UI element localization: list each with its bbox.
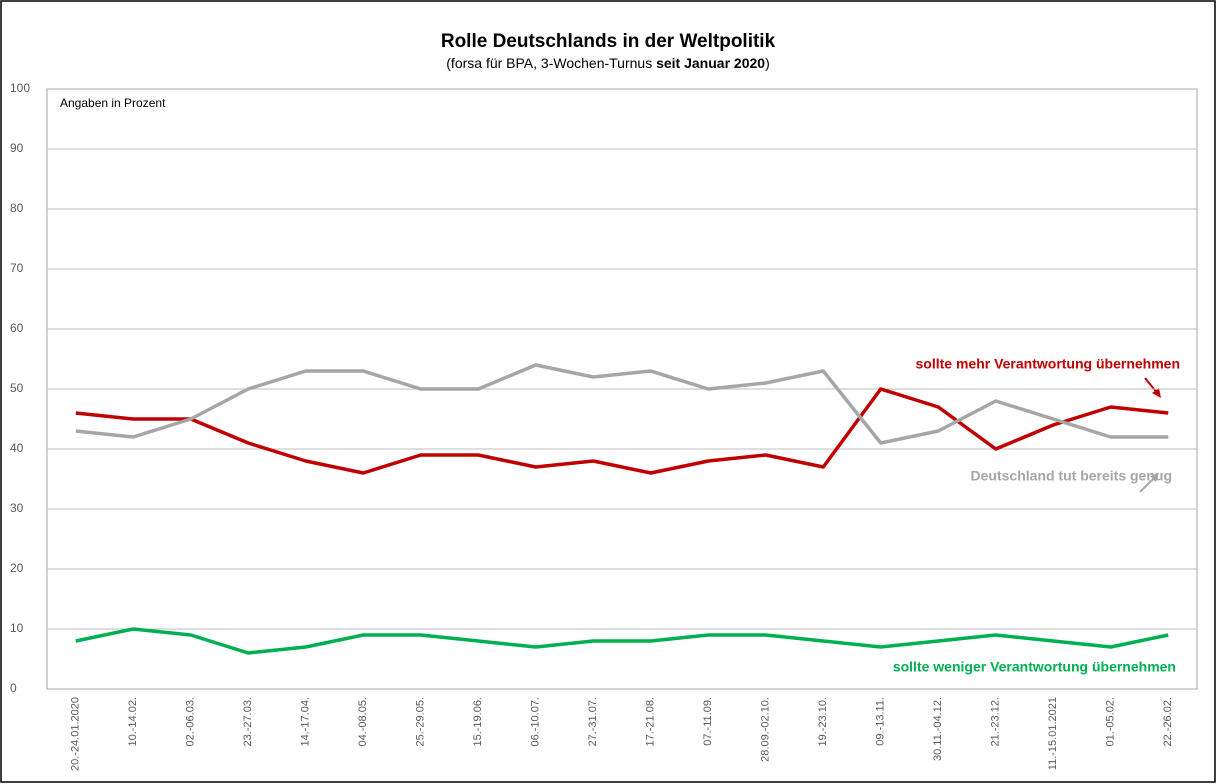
- x-tick-label: 28.09.-02.10.: [760, 697, 772, 762]
- y-tick-label: 60: [10, 321, 24, 335]
- y-tick-label: 80: [10, 201, 24, 215]
- y-tick-label: 30: [10, 501, 24, 515]
- arrow: [1139, 476, 1156, 493]
- x-tick-label: 17.-21.08.: [645, 697, 657, 747]
- x-tick-label: 27.-31.07.: [587, 697, 599, 747]
- x-tick-label: 02.-06.03.: [185, 697, 197, 747]
- x-tick-label: 21.-23.12.: [990, 697, 1002, 747]
- x-tick-label: 19.-23.10.: [817, 697, 829, 747]
- annotation: Angaben in Prozent: [60, 96, 166, 110]
- x-tick-label: 11.-15.01.2021: [1047, 697, 1059, 770]
- arrowhead: [1152, 388, 1161, 398]
- y-tick-label: 50: [10, 381, 24, 395]
- y-tick-label: 40: [10, 441, 24, 455]
- series-label: Deutschland tut bereits genug: [971, 468, 1172, 484]
- x-tick-label: 30.11.-04.12.: [932, 697, 944, 761]
- x-tick-label: 23.-27.03.: [242, 697, 254, 747]
- x-tick-label: 10.-14.02.: [127, 697, 139, 747]
- y-tick-label: 70: [10, 261, 24, 275]
- y-tick-label: 100: [10, 81, 30, 95]
- x-tick-label: 14.-17.04.: [300, 697, 312, 747]
- subtitle-part: ): [765, 55, 770, 71]
- chart-subtitle: (forsa für BPA, 3-Wochen-Turnus seit Jan…: [446, 55, 769, 71]
- x-tick-label: 06.-10.07.: [530, 697, 542, 747]
- line: [75, 363, 1169, 445]
- x-tick-label: 20.-24.01.2020: [70, 697, 82, 771]
- x-tick-label: 07.-11.09.: [702, 697, 714, 746]
- y-tick-label: 10: [10, 621, 24, 635]
- subtitle-part: (forsa für BPA, 3-Wochen-Turnus: [446, 55, 656, 71]
- y-tick-label: 90: [10, 141, 24, 155]
- x-tick-label: 22.-26.02.: [1162, 697, 1174, 747]
- x-tick-label: 04.-08.05.: [357, 697, 369, 747]
- x-tick-label: 15.-19.06.: [472, 697, 484, 747]
- x-tick-label: 09.-13.11.: [875, 697, 887, 746]
- x-tick-label: 25.-29.05.: [415, 697, 427, 747]
- y-tick-label: 20: [10, 561, 24, 575]
- line: [75, 627, 1169, 655]
- series-label: sollte mehr Verantwortung übernehmen: [916, 356, 1181, 372]
- line: [75, 387, 1169, 475]
- subtitle-part: seit Januar 2020: [656, 55, 765, 71]
- series-label: sollte weniger Verantwortung übernehmen: [893, 659, 1176, 675]
- chart-title: Rolle Deutschlands in der Weltpolitik: [441, 31, 776, 52]
- x-tick-label: 01.-05.02.: [1105, 697, 1117, 747]
- y-tick-label: 0: [10, 681, 17, 695]
- arrowhead: [1150, 473, 1159, 482]
